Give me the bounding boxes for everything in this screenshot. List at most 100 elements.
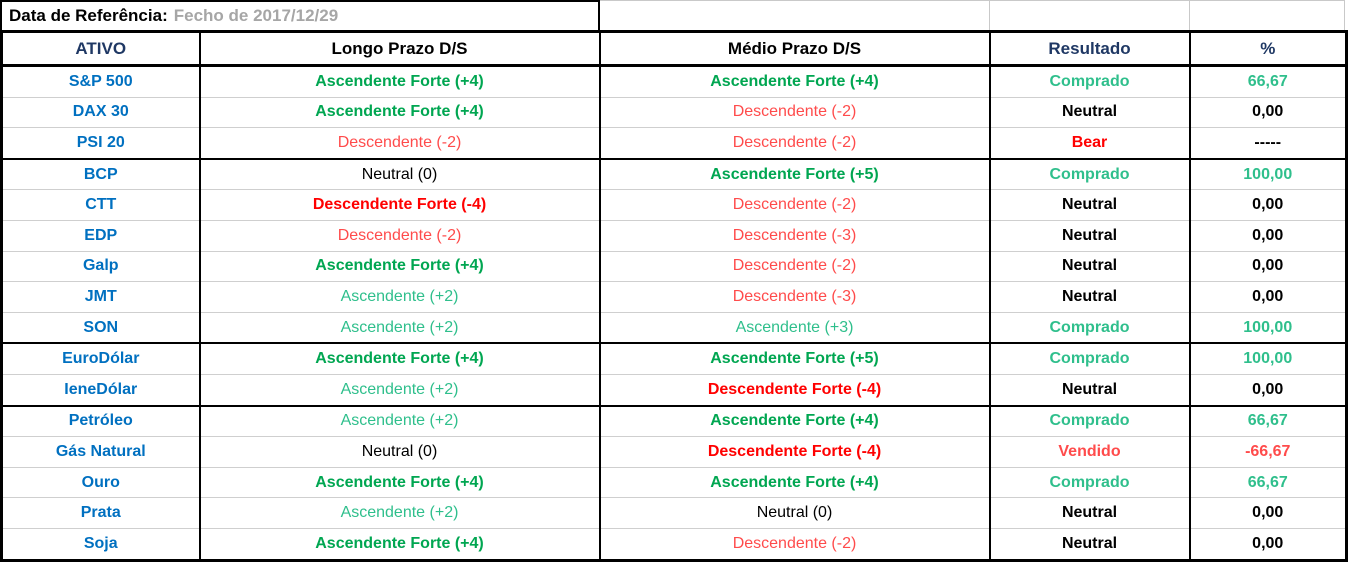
- title-spacer-cell[interactable]: [990, 0, 1190, 30]
- asset-cell[interactable]: BCP: [0, 158, 201, 191]
- resultado-cell[interactable]: Neutral: [988, 220, 1191, 252]
- longo-prazo-cell[interactable]: Ascendente (+2): [198, 281, 601, 313]
- longo-prazo-cell[interactable]: Ascendente Forte (+4): [198, 251, 601, 283]
- percent-cell[interactable]: 0,00: [1188, 251, 1348, 283]
- longo-prazo-cell[interactable]: Ascendente Forte (+4): [198, 97, 601, 129]
- percent-cell[interactable]: 0,00: [1188, 528, 1348, 560]
- percent-cell-text: 100,00: [1243, 165, 1293, 183]
- longo-prazo-cell[interactable]: Ascendente Forte (+4): [198, 467, 601, 499]
- col-header-ativo[interactable]: ATIVO: [0, 31, 201, 67]
- resultado-cell[interactable]: Neutral: [988, 251, 1191, 283]
- resultado-cell[interactable]: Neutral: [988, 189, 1191, 221]
- longo-prazo-cell[interactable]: Ascendente (+2): [198, 497, 601, 529]
- col-header-longo-prazo[interactable]: Longo Prazo D/S: [198, 31, 601, 67]
- resultado-cell[interactable]: Neutral: [988, 497, 1191, 529]
- asset-cell[interactable]: Prata: [0, 497, 201, 529]
- asset-cell[interactable]: S&P 500: [0, 65, 201, 98]
- medio-prazo-cell[interactable]: Ascendente Forte (+4): [598, 467, 991, 499]
- medio-prazo-cell[interactable]: Descendente (-2): [598, 528, 991, 560]
- asset-cell[interactable]: DAX 30: [0, 97, 201, 129]
- percent-cell[interactable]: 0,00: [1188, 220, 1348, 252]
- medio-prazo-cell[interactable]: Ascendente Forte (+5): [598, 343, 991, 375]
- resultado-cell[interactable]: Comprado: [988, 312, 1191, 345]
- resultado-cell[interactable]: Neutral: [988, 281, 1191, 313]
- percent-cell[interactable]: 0,00: [1188, 281, 1348, 313]
- resultado-cell[interactable]: Comprado: [988, 65, 1191, 98]
- asset-cell[interactable]: IeneDólar: [0, 374, 201, 407]
- longo-prazo-cell[interactable]: Ascendente (+2): [198, 405, 601, 438]
- medio-prazo-cell[interactable]: Descendente Forte (-4): [598, 374, 991, 407]
- resultado-cell[interactable]: Comprado: [988, 158, 1191, 191]
- asset-cell[interactable]: Ouro: [0, 467, 201, 499]
- asset-cell[interactable]: PSI 20: [0, 127, 201, 160]
- col-header-resultado[interactable]: Resultado: [988, 31, 1191, 67]
- longo-prazo-cell-text: Neutral (0): [361, 165, 438, 183]
- table-row: SON Ascendente (+2) Ascendente (+3) Comprad…: [0, 312, 1348, 345]
- percent-cell-text: 0,00: [1252, 196, 1284, 214]
- asset-cell[interactable]: JMT: [0, 281, 201, 313]
- resultado-cell[interactable]: Comprado: [988, 405, 1191, 438]
- longo-prazo-cell[interactable]: Ascendente Forte (+4): [198, 343, 601, 375]
- asset-cell[interactable]: SON: [0, 312, 201, 345]
- percent-cell[interactable]: 0,00: [1188, 97, 1348, 129]
- asset-cell[interactable]: CTT: [0, 189, 201, 221]
- percent-cell-text: 66,67: [1247, 412, 1288, 430]
- medio-prazo-cell[interactable]: Descendente (-2): [598, 251, 991, 283]
- asset-cell[interactable]: Gás Natural: [0, 436, 201, 468]
- resultado-cell[interactable]: Neutral: [988, 528, 1191, 560]
- percent-cell[interactable]: -----: [1188, 127, 1348, 160]
- asset-name: SON: [83, 318, 119, 336]
- medio-prazo-cell[interactable]: Ascendente Forte (+4): [598, 65, 991, 98]
- asset-cell[interactable]: EuroDólar: [0, 343, 201, 375]
- asset-name: CTT: [85, 196, 117, 214]
- longo-prazo-cell[interactable]: Ascendente (+2): [198, 312, 601, 345]
- longo-prazo-cell[interactable]: Ascendente (+2): [198, 374, 601, 407]
- longo-prazo-cell[interactable]: Descendente (-2): [198, 127, 601, 160]
- percent-cell-text: 66,67: [1247, 473, 1288, 491]
- title-spacer-cell[interactable]: [600, 0, 990, 30]
- col-header-percent[interactable]: %: [1188, 31, 1348, 67]
- percent-cell[interactable]: 66,67: [1188, 467, 1348, 499]
- percent-cell[interactable]: 100,00: [1188, 312, 1348, 345]
- medio-prazo-cell[interactable]: Descendente (-2): [598, 189, 991, 221]
- percent-cell[interactable]: -66,67: [1188, 436, 1348, 468]
- percent-cell[interactable]: 100,00: [1188, 343, 1348, 375]
- col-header-medio-prazo[interactable]: Médio Prazo D/S: [598, 31, 991, 67]
- longo-prazo-cell[interactable]: Ascendente Forte (+4): [198, 65, 601, 98]
- reference-date-cell[interactable]: Data de Referência: Fecho de 2017/12/29: [0, 0, 600, 30]
- resultado-cell[interactable]: Vendido: [988, 436, 1191, 468]
- title-spacer-cell[interactable]: [1190, 0, 1345, 30]
- asset-cell[interactable]: EDP: [0, 220, 201, 252]
- medio-prazo-cell[interactable]: Descendente (-2): [598, 97, 991, 129]
- longo-prazo-cell[interactable]: Descendente (-2): [198, 220, 601, 252]
- percent-cell-text: -----: [1254, 133, 1282, 151]
- medio-prazo-cell[interactable]: Descendente (-3): [598, 281, 991, 313]
- asset-cell[interactable]: Petróleo: [0, 405, 201, 438]
- asset-cell[interactable]: Soja: [0, 528, 201, 560]
- resultado-cell[interactable]: Comprado: [988, 467, 1191, 499]
- longo-prazo-cell[interactable]: Neutral (0): [198, 158, 601, 191]
- medio-prazo-cell[interactable]: Descendente (-3): [598, 220, 991, 252]
- medio-prazo-cell-text: Descendente (-2): [732, 103, 857, 121]
- percent-cell[interactable]: 66,67: [1188, 65, 1348, 98]
- percent-cell[interactable]: 66,67: [1188, 405, 1348, 438]
- resultado-cell[interactable]: Comprado: [988, 343, 1191, 375]
- medio-prazo-cell[interactable]: Neutral (0): [598, 497, 991, 529]
- longo-prazo-cell[interactable]: Ascendente Forte (+4): [198, 528, 601, 560]
- percent-cell[interactable]: 0,00: [1188, 189, 1348, 221]
- medio-prazo-cell[interactable]: Descendente (-2): [598, 127, 991, 160]
- resultado-cell[interactable]: Neutral: [988, 97, 1191, 129]
- medio-prazo-cell[interactable]: Ascendente Forte (+4): [598, 405, 991, 438]
- asset-cell[interactable]: Galp: [0, 251, 201, 283]
- longo-prazo-cell[interactable]: Descendente Forte (-4): [198, 189, 601, 221]
- medio-prazo-cell[interactable]: Descendente Forte (-4): [598, 436, 991, 468]
- medio-prazo-cell[interactable]: Ascendente Forte (+5): [598, 158, 991, 191]
- percent-cell[interactable]: 100,00: [1188, 158, 1348, 191]
- percent-cell[interactable]: 0,00: [1188, 497, 1348, 529]
- percent-cell[interactable]: 0,00: [1188, 374, 1348, 407]
- resultado-cell[interactable]: Neutral: [988, 374, 1191, 407]
- medio-prazo-cell[interactable]: Ascendente (+3): [598, 312, 991, 345]
- longo-prazo-cell[interactable]: Neutral (0): [198, 436, 601, 468]
- resultado-cell[interactable]: Bear: [988, 127, 1191, 160]
